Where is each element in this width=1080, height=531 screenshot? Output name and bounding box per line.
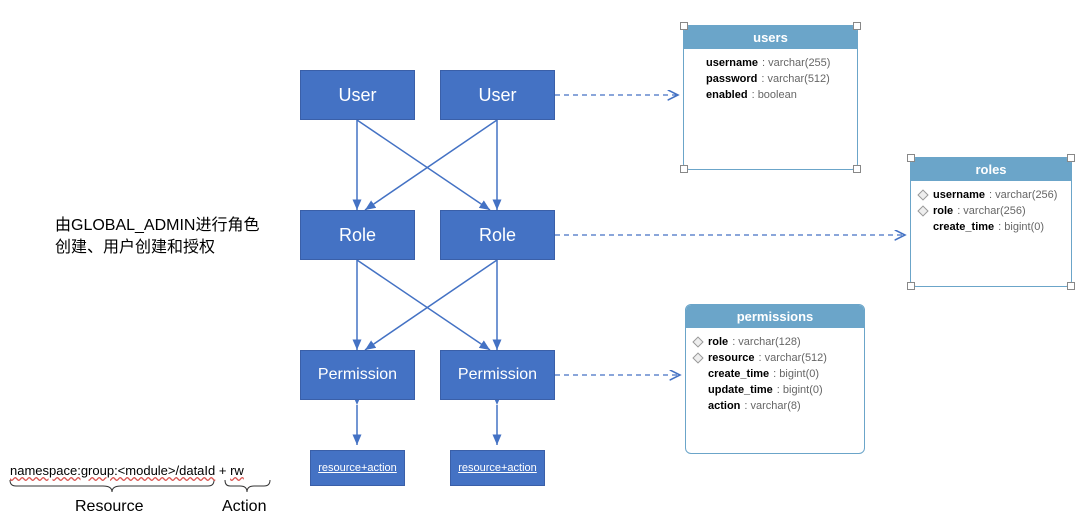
user-box-left: User [300,70,415,120]
resource-caption: Resource [75,498,143,516]
field-name: create_time [933,221,994,233]
permission-box-right: Permission [440,350,555,400]
resize-handle-icon[interactable] [907,282,915,290]
field-spacer-icon [692,75,700,83]
field-spacer-icon [694,402,702,410]
resource-action-box-right: resource+action [450,450,545,486]
table-field-row: username : varchar(256) [919,187,1063,203]
users-table-body: username : varchar(255) password : varchar(… [684,49,857,109]
field-type: : bigint(0) [773,368,819,380]
field-type: : bigint(0) [777,384,823,396]
table-field-row: password : varchar(512) [692,71,849,87]
formula-plus: + [215,463,230,478]
field-name: username [706,57,758,69]
table-field-row: role : varchar(256) [919,203,1063,219]
resize-handle-icon[interactable] [907,154,915,162]
resize-handle-icon[interactable] [680,165,688,173]
field-name: resource [708,352,754,364]
resize-handle-icon[interactable] [853,165,861,173]
field-spacer-icon [919,223,927,231]
box-label: Permission [458,366,537,384]
box-label: Permission [318,366,397,384]
formula-rw-part: rw [230,463,244,478]
field-spacer-icon [694,370,702,378]
roles-table-header: roles [911,158,1071,181]
field-type: : varchar(256) [989,189,1057,201]
resource-action-box-left: resource+action [310,450,405,486]
box-label: resource+action [458,462,537,474]
key-diamond-icon [917,189,928,200]
roles-table: roles username : varchar(256) role : varcha… [910,157,1072,287]
field-spacer-icon [692,59,700,67]
permissions-table-body: role : varchar(128) resource : varchar(512)… [686,328,864,420]
box-label: User [478,85,516,106]
table-field-row: action : varchar(8) [694,398,856,414]
users-table-header: users [684,26,857,49]
resize-handle-icon[interactable] [1067,282,1075,290]
annotation-text: 由GLOBAL_ADMIN进行角色创建、用户创建和授权 [55,215,265,260]
table-field-row: username : varchar(255) [692,55,849,71]
permissions-table-header: permissions [686,305,864,328]
permissions-table: permissions role : varchar(128) resource : … [685,304,865,454]
field-type: : varchar(512) [761,73,829,85]
action-caption: Action [222,498,266,516]
roles-table-body: username : varchar(256) role : varchar(256)… [911,181,1071,241]
field-type: : varchar(255) [762,57,830,69]
resize-handle-icon[interactable] [853,22,861,30]
permission-box-left: Permission [300,350,415,400]
field-type: : varchar(256) [957,205,1025,217]
field-name: role [933,205,953,217]
field-name: create_time [708,368,769,380]
box-label: Role [339,225,376,246]
table-field-row: create_time : bigint(0) [694,366,856,382]
box-label: resource+action [318,462,397,474]
field-type: : varchar(512) [758,352,826,364]
table-field-row: create_time : bigint(0) [919,219,1063,235]
field-name: username [933,189,985,201]
users-table: users username : varchar(255) password : va… [683,25,858,170]
resource-formula: namespace:group:<module>/dataId + rw [10,463,244,478]
annotation-content: 由GLOBAL_ADMIN进行角色创建、用户创建和授权 [55,217,260,256]
table-field-row: enabled : boolean [692,87,849,103]
role-box-left: Role [300,210,415,260]
key-diamond-icon [692,336,703,347]
field-type: : bigint(0) [998,221,1044,233]
resize-handle-icon[interactable] [680,22,688,30]
field-spacer-icon [694,386,702,394]
box-label: Role [479,225,516,246]
field-type: : varchar(8) [744,400,800,412]
field-type: : boolean [752,89,797,101]
field-name: action [708,400,740,412]
role-box-right: Role [440,210,555,260]
box-label: User [338,85,376,106]
field-type: : varchar(128) [732,336,800,348]
formula-namespace-part: namespace:group:<module>/dataId [10,463,215,478]
field-name: password [706,73,757,85]
table-field-row: role : varchar(128) [694,334,856,350]
user-box-right: User [440,70,555,120]
table-field-row: update_time : bigint(0) [694,382,856,398]
key-diamond-icon [917,205,928,216]
field-name: enabled [706,89,748,101]
field-spacer-icon [692,91,700,99]
table-field-row: resource : varchar(512) [694,350,856,366]
field-name: update_time [708,384,773,396]
field-name: role [708,336,728,348]
key-diamond-icon [692,352,703,363]
resize-handle-icon[interactable] [1067,154,1075,162]
